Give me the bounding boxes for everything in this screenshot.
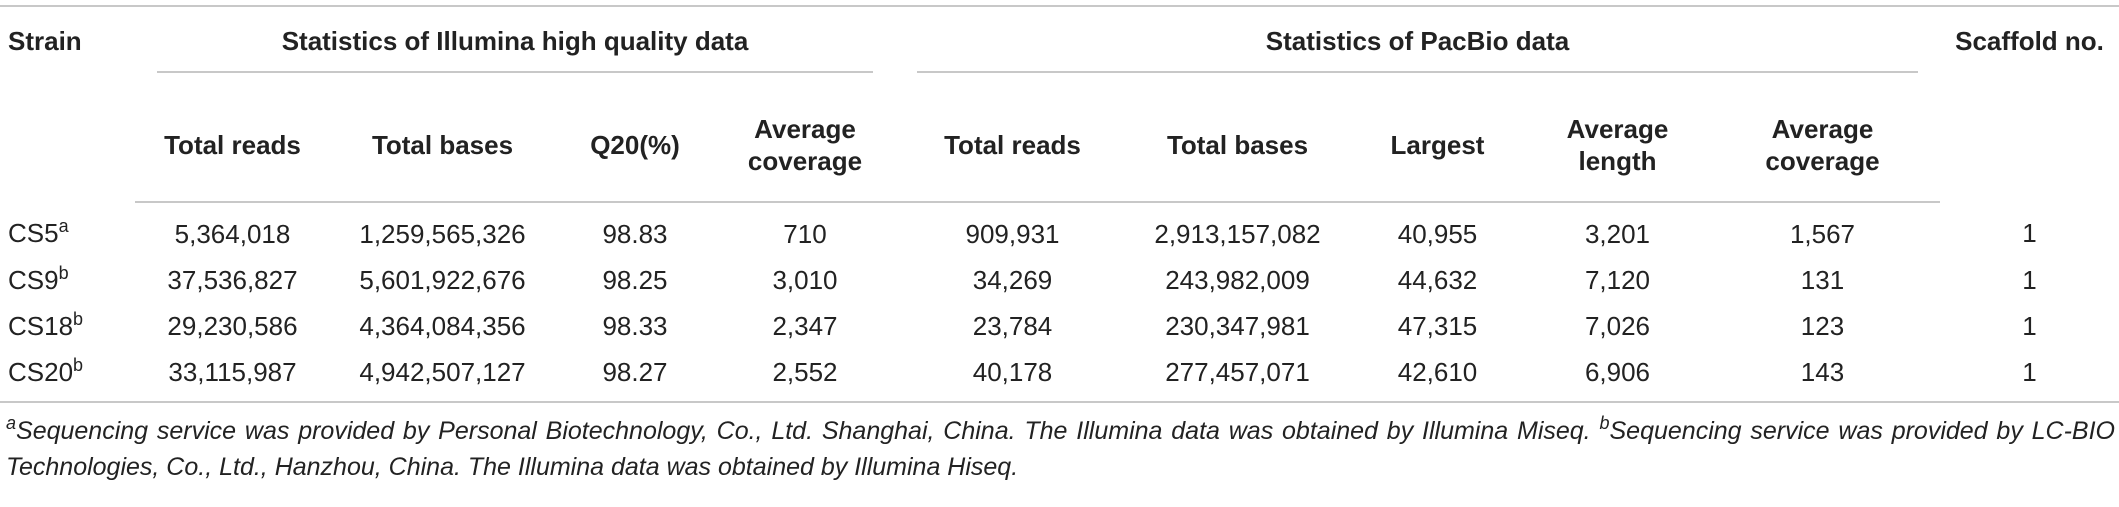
strain-cell: CS9b <box>0 257 135 303</box>
table-row: CS9b 37,536,827 5,601,922,676 98.25 3,010 34,… <box>0 257 2119 303</box>
strain-note: b <box>58 262 69 283</box>
data-table: Strain Statistics of Illumina high qualit… <box>0 5 2119 403</box>
subheader-row: Total reads Total bases Q20(%) Average cove… <box>0 89 2119 203</box>
table-row: CS5a 5,364,018 1,259,565,326 98.83 710 909,93… <box>0 202 2119 257</box>
column-header: Average length <box>1530 89 1705 203</box>
table-cell: 277,457,071 <box>1130 349 1345 403</box>
table-cell: 98.25 <box>602 264 668 295</box>
column-header: Total reads <box>895 89 1130 203</box>
table-cell: 33,115,987 <box>135 349 330 403</box>
footnote-text: Sequencing service was provided by Perso… <box>16 417 1591 445</box>
table-cell: 243,982,009 <box>1165 264 1310 295</box>
table-cell: 37,536,827 <box>167 264 298 295</box>
table-cell: 1 <box>2022 310 2037 341</box>
column-header: Total bases <box>330 89 555 203</box>
strain-name: CS5 <box>8 218 59 248</box>
table-cell: 3,201 <box>1584 218 1651 249</box>
footnote-mark: b <box>1599 413 1610 433</box>
column-header: Average coverage <box>715 89 895 203</box>
column-header: Strain <box>8 26 82 56</box>
table-cell: 710 <box>783 218 827 249</box>
table-cell: 23,784 <box>972 310 1053 341</box>
table-cell: 98.83 <box>602 218 668 249</box>
table-page: Strain Statistics of Illumina high qualit… <box>0 5 2119 507</box>
table-cell: 1,567 <box>1789 218 1856 249</box>
table-cell: 909,931 <box>965 218 1060 249</box>
column-header: Q20(%) <box>555 89 715 203</box>
table-cell: 98.33 <box>602 310 668 341</box>
table-cell: 34,269 <box>972 264 1053 295</box>
table-cell: 4,942,507,127 <box>330 349 555 403</box>
strain-cell: CS5a <box>0 202 135 257</box>
column-header: Total reads <box>135 89 330 203</box>
table-cell: 98.27 <box>555 349 715 403</box>
table-cell: 230,347,981 <box>1165 310 1310 341</box>
footnote: aSequencing service was provided by Pers… <box>0 403 2119 485</box>
table-cell: 123 <box>1800 310 1845 341</box>
strain-name: CS9 <box>8 264 59 295</box>
strain-note: b <box>73 308 84 329</box>
table-cell: 131 <box>1800 264 1845 295</box>
strain-note: b <box>73 354 84 375</box>
column-header: Total bases <box>1130 89 1345 203</box>
table-cell: 44,632 <box>1397 264 1478 295</box>
group-title: Statistics of Illumina high quality data <box>157 25 873 73</box>
group-header: Statistics of Illumina high quality data <box>135 6 895 89</box>
table-cell: 47,315 <box>1397 310 1478 341</box>
column-header: Largest <box>1345 89 1530 203</box>
table-cell: 6,906 <box>1530 349 1705 403</box>
table-cell: 1 <box>2022 218 2037 248</box>
column-header: Average coverage <box>1705 89 1940 203</box>
table-cell: 7,120 <box>1584 264 1651 295</box>
table-cell: 2,913,157,082 <box>1154 218 1321 249</box>
table-cell: 5,601,922,676 <box>359 264 526 295</box>
strain-cell: CS20b <box>0 349 135 403</box>
group-header: Statistics of PacBio data <box>895 6 1940 89</box>
header-row: Strain Statistics of Illumina high qualit… <box>0 6 2119 89</box>
table-cell: 42,610 <box>1345 349 1530 403</box>
table-cell: 40,955 <box>1397 218 1478 249</box>
table-cell: 143 <box>1705 349 1940 403</box>
table-cell: 7,026 <box>1584 310 1651 341</box>
strain-name: CS18 <box>8 310 74 341</box>
table-cell: 1 <box>1940 349 2119 403</box>
table-row: CS20b 33,115,987 4,942,507,127 98.27 2,552 40… <box>0 349 2119 403</box>
table-cell: 4,364,084,356 <box>359 310 526 341</box>
table-cell: 29,230,586 <box>167 310 298 341</box>
footnote-mark: a <box>6 413 17 433</box>
table-cell: 2,347 <box>772 310 838 341</box>
group-title: Statistics of PacBio data <box>917 25 1918 73</box>
strain-name: CS20 <box>8 356 74 387</box>
table-cell: 1,259,565,326 <box>359 218 526 249</box>
table-cell: 3,010 <box>772 264 838 295</box>
footnote-text: Sequencing service was provided by LC-BI… <box>6 417 2116 481</box>
strain-cell: CS18b <box>0 303 135 349</box>
table-row: CS18b 29,230,586 4,364,084,356 98.33 2,347 23… <box>0 303 2119 349</box>
table-cell: 1 <box>2022 264 2037 295</box>
table-cell: 2,552 <box>715 349 895 403</box>
table-cell: 5,364,018 <box>174 218 291 249</box>
column-header: Scaffold no. <box>1955 26 2104 56</box>
table-cell: 40,178 <box>895 349 1130 403</box>
strain-note: a <box>58 216 69 236</box>
